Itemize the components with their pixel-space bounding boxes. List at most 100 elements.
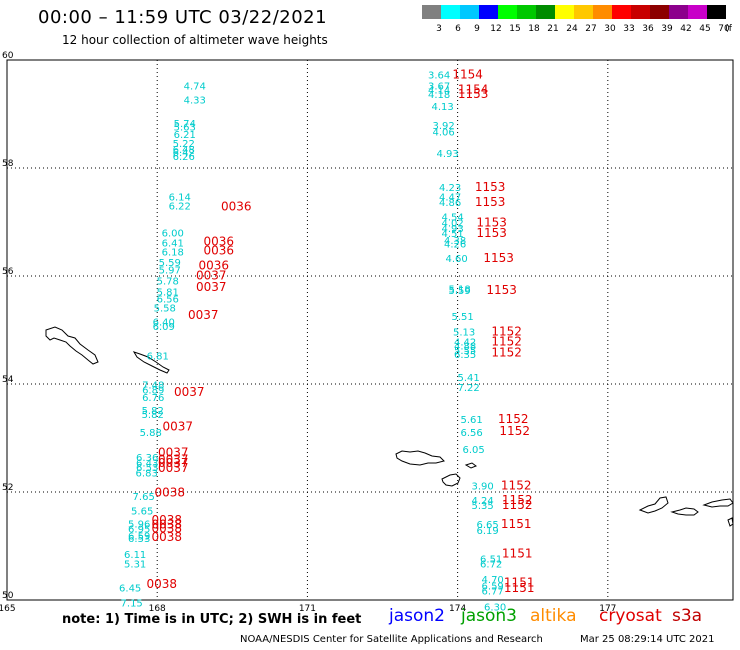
time-label: 0038: [151, 522, 182, 536]
swh-label: 4.18: [428, 90, 450, 101]
color-swatch: [441, 5, 460, 19]
lat-tick-label: 52: [2, 483, 13, 493]
swh-label: 6.09: [153, 322, 175, 333]
legend-jason2: jason2: [389, 606, 445, 626]
color-scale-label: 24: [566, 24, 578, 34]
island-shape: [464, 462, 478, 469]
swh-label: 4.60: [445, 254, 467, 265]
time-label: 0036: [204, 244, 235, 258]
swh-label: 6.42: [173, 148, 195, 159]
swh-label: 4.26: [444, 240, 466, 251]
swh-label: 5.13: [453, 328, 475, 339]
swh-label: 6.00: [162, 228, 184, 239]
color-swatch: [593, 5, 612, 19]
swh-label: 6.95: [128, 525, 150, 536]
swh-label: 5.82: [142, 410, 164, 421]
swh-label: 6.53: [136, 463, 158, 474]
page-subtitle: 12 hour collection of altimeter wave hei…: [62, 33, 328, 47]
time-label: 1154: [458, 83, 489, 97]
time-label: 0037: [196, 268, 227, 282]
swh-label: 4.74: [184, 81, 206, 92]
island-shape: [638, 496, 669, 514]
swh-label: 6.77: [482, 586, 504, 597]
color-scale-label: 18: [528, 24, 540, 34]
color-scale-label: 6: [455, 24, 461, 34]
color-scale-label: 15: [509, 24, 520, 34]
credit-line: NOAA/NESDIS Center for Satellite Applica…: [240, 634, 543, 645]
color-scale-label: 33: [623, 24, 634, 34]
lat-tick-label: 54: [2, 375, 14, 385]
color-scale-label: 45: [699, 24, 710, 34]
time-label: 0036: [199, 259, 230, 273]
time-label: 1153: [483, 251, 514, 265]
swh-label: 7.48: [142, 381, 164, 392]
island-shape: [132, 351, 170, 374]
swh-label: 5.96: [128, 519, 150, 530]
swh-label: 3.64: [428, 71, 450, 82]
swh-label: 4.47: [439, 193, 461, 204]
time-label: 0038: [151, 530, 182, 544]
swh-label: 4.38: [444, 236, 466, 247]
swh-label: 6.41: [162, 239, 184, 250]
swh-label: 5.65: [131, 506, 153, 517]
time-label: 0038: [146, 577, 177, 591]
swh-label: 6.14: [169, 193, 191, 204]
color-scale-label: 27: [585, 24, 596, 34]
time-label: 0037: [188, 308, 219, 322]
island-shape: [45, 326, 99, 365]
time-label: 0038: [151, 513, 182, 527]
swh-label: 4.23: [439, 183, 461, 194]
swh-label: 6.43: [136, 458, 158, 469]
color-scale-unit: (ft): [725, 24, 732, 34]
swh-label: 4.93: [441, 224, 463, 235]
color-swatch: [460, 5, 479, 19]
swh-label: 7.15: [121, 599, 143, 610]
lat-tick-label: 58: [2, 159, 14, 169]
swh-label: 4.88: [454, 342, 476, 353]
color-swatch: [612, 5, 631, 19]
legend-altika: altika: [530, 606, 577, 626]
swh-label: 6.45: [119, 584, 141, 595]
swh-label: 5.22: [173, 139, 195, 150]
swh-label: 5.88: [140, 428, 162, 439]
time-label: 1153: [458, 87, 489, 101]
swh-label: 5.18: [448, 284, 470, 295]
color-swatch: [669, 5, 688, 19]
swh-label: 6.65: [477, 520, 499, 531]
swh-label: 5.59: [448, 286, 470, 297]
island-shape: [441, 473, 461, 487]
swh-label: 7.22: [458, 383, 480, 394]
color-scale-label: 12: [490, 24, 501, 34]
swh-label: 4.70: [482, 575, 504, 586]
swh-label: 5.55: [454, 346, 476, 357]
color-swatch: [422, 5, 441, 19]
legend-s3a: s3a: [672, 606, 703, 626]
legend-jason3: jason3: [461, 606, 517, 626]
swh-label: 6.21: [174, 130, 196, 141]
color-swatch: [498, 5, 517, 19]
time-label: 1152: [491, 346, 522, 360]
swh-label: 3.92: [432, 121, 454, 132]
swh-label: 5.63: [174, 122, 196, 133]
altimeter-observations: 4.74 4.33 5.745.636.215.226.486.426.26 6.14…: [119, 68, 534, 614]
graticule: [7, 60, 733, 600]
time-label: 0037: [158, 446, 189, 460]
color-scale-label: 21: [547, 24, 558, 34]
swh-label: 6.36: [136, 453, 158, 464]
time-label: 1153: [475, 195, 506, 209]
swh-label: 5.74: [174, 119, 196, 130]
swh-label: 4.02: [441, 219, 463, 230]
swh-label: 7.65: [133, 492, 155, 503]
swh-label: 4.13: [431, 102, 453, 113]
color-scale-label: 3: [436, 24, 442, 34]
time-label: 1152: [491, 325, 522, 339]
swh-label: 3.90: [472, 482, 494, 493]
color-swatch: [479, 5, 498, 19]
swh-label: 6.72: [480, 559, 502, 570]
time-label: 0036: [221, 199, 252, 213]
swh-label: 6.56: [461, 428, 483, 439]
time-label: 0037: [196, 280, 227, 294]
swh-label: 4.51: [441, 229, 463, 240]
